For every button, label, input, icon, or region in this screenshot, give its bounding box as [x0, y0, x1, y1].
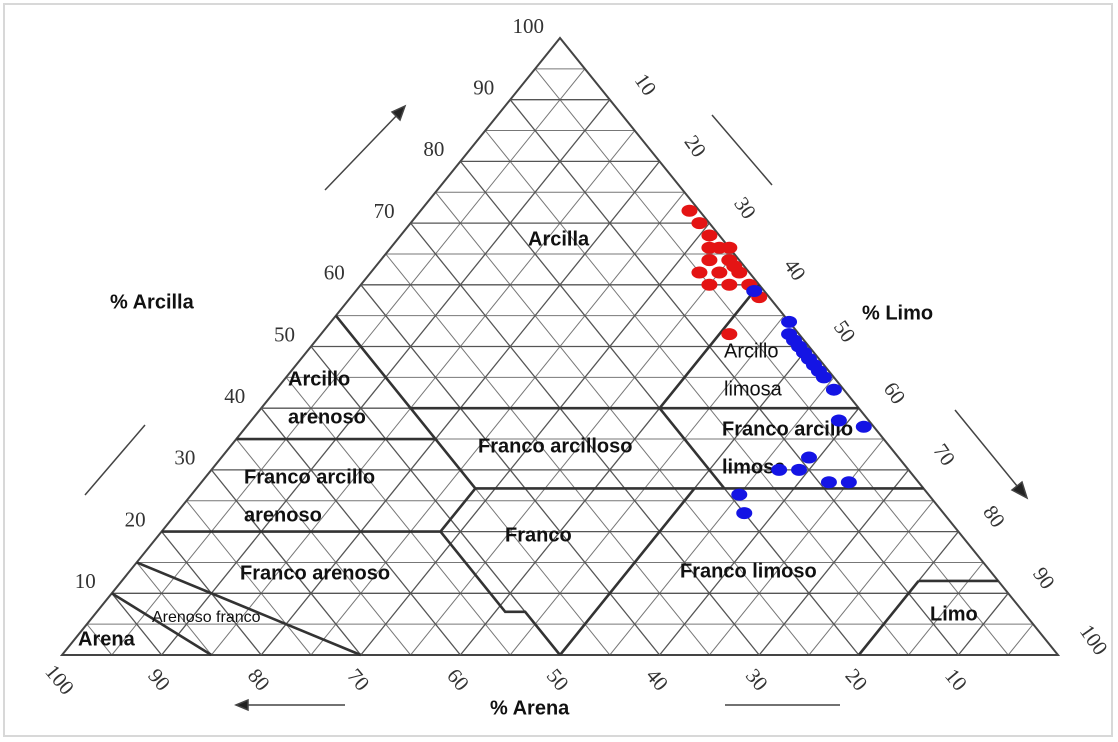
point: [691, 217, 708, 230]
region-label: Franco: [505, 524, 572, 546]
minor-grid-line: [410, 253, 735, 656]
grid-line: [210, 469, 362, 656]
sand-axis-label: % Arena: [490, 697, 570, 719]
minor-grid-line: [310, 191, 685, 656]
decor: [84, 104, 1029, 712]
minor-grid-line: [235, 438, 411, 656]
grid-line: [310, 346, 561, 656]
minor-grid-line: [509, 315, 785, 656]
point: [721, 241, 738, 254]
minor-grid-line: [285, 377, 511, 656]
minor-grid-line: [86, 623, 113, 656]
grid-line: [758, 469, 910, 656]
clay-tick-label: 20: [125, 507, 146, 531]
point: [691, 266, 708, 279]
frame: [3, 3, 1113, 737]
region-label: Limo: [930, 603, 978, 625]
region-label: Arena: [78, 628, 136, 650]
class-boundary: [857, 580, 920, 656]
minor-grid-line: [211, 130, 636, 656]
grid-line: [509, 99, 959, 656]
point: [701, 278, 718, 291]
point: [701, 254, 718, 267]
class-boundary: [334, 283, 761, 410]
minor-grid-line: [808, 500, 934, 656]
clay-tick-label: 100: [513, 14, 545, 38]
minor-grid-line: [908, 562, 984, 656]
point: [830, 414, 847, 427]
region-label: limosa: [724, 378, 783, 400]
class-boundaries: [111, 283, 999, 657]
grid-line: [410, 222, 760, 656]
point: [825, 383, 842, 396]
class-boundary: [111, 592, 213, 657]
point: [721, 278, 738, 291]
point: [721, 328, 738, 341]
point: [820, 476, 837, 489]
grid-line: [360, 222, 710, 656]
region-label: arenoso: [288, 406, 366, 428]
labels: % Arcilla % Limo % Arena: [110, 291, 933, 719]
minor-grid-line: [534, 68, 1009, 656]
region-label: Franco limoso: [680, 560, 817, 582]
minor-grid-line: [385, 253, 710, 656]
silt-axis-label: % Limo: [862, 302, 933, 324]
minor-grid-line: [709, 438, 885, 656]
point: [855, 420, 872, 433]
region-label: limosa: [722, 456, 786, 478]
region-label: Franco arcillo: [244, 466, 375, 488]
clay-tick-label: 40: [224, 384, 245, 408]
clay-axis-label: % Arcilla: [110, 291, 195, 313]
point: [815, 371, 832, 384]
minor-grid-line: [136, 562, 212, 656]
point: [681, 204, 698, 217]
clay-tick-label: 70: [374, 199, 395, 223]
arrow-head: [390, 104, 407, 122]
point: [781, 315, 798, 328]
region-label: arenoso: [244, 504, 322, 526]
minor-grid-line: [484, 130, 909, 656]
point: [791, 463, 808, 476]
class-boundary: [658, 407, 726, 490]
point: [701, 229, 718, 242]
region-label: Franco arenoso: [240, 562, 390, 584]
point: [731, 266, 748, 279]
minor-grid-line: [1007, 623, 1034, 656]
point: [771, 463, 788, 476]
region-label: Arenoso franco: [152, 609, 261, 626]
class-boundary: [439, 530, 562, 656]
region-label: Arcilla: [528, 228, 590, 250]
minor-grid-line: [186, 500, 312, 656]
region-label: Arcillo: [288, 368, 350, 390]
clay-tick-label: 10: [75, 569, 96, 593]
point: [746, 284, 763, 297]
class-boundary: [558, 487, 696, 656]
point: [840, 476, 857, 489]
clay-tick-label: 80: [423, 137, 444, 161]
arrow-head: [1010, 480, 1029, 500]
grid-line: [111, 592, 163, 656]
region-label: Franco arcillo: [722, 418, 853, 440]
point: [736, 507, 753, 520]
arrow-head: [234, 698, 249, 712]
deco-line: [84, 424, 146, 496]
point: [801, 451, 817, 464]
clay-tick-label: 60: [324, 261, 345, 285]
deco-line: [711, 114, 773, 186]
arrow-line: [324, 111, 401, 191]
class-boundary: [136, 561, 362, 657]
region-label: Arcillo: [724, 340, 778, 362]
clay-tick-label: 50: [274, 322, 295, 346]
point: [731, 488, 748, 501]
grid-line: [957, 592, 1009, 656]
clay-tick-label: 90: [473, 76, 494, 100]
point: [711, 266, 728, 279]
arrow-line: [954, 409, 1023, 493]
minor-grid-line: [435, 191, 810, 656]
minor-grid-line: [111, 68, 586, 656]
clay-tick-label: 30: [174, 446, 195, 470]
minor-grid-line: [609, 377, 835, 656]
region-label: Franco arcilloso: [478, 435, 633, 457]
